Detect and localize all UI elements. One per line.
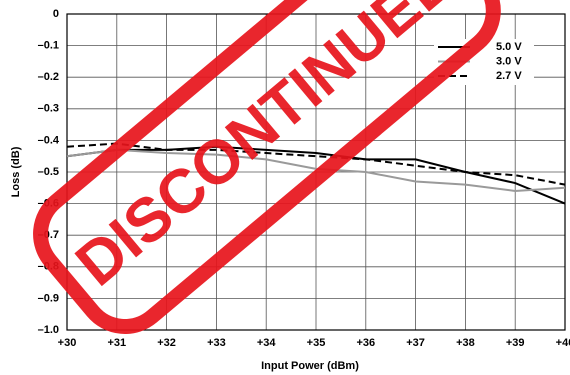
y-tick-label: –0.2	[38, 71, 59, 83]
y-tick-label: –0.3	[38, 103, 59, 115]
x-tick-label: +32	[157, 337, 176, 349]
legend-label: 2.7 V	[496, 70, 522, 82]
x-tick-label: +35	[307, 337, 326, 349]
series-line	[66, 148, 566, 192]
y-tick-label: –0.9	[38, 292, 59, 304]
stamp-frame	[33, 0, 501, 334]
y-tick-label: 0	[53, 8, 59, 20]
x-tick-label: +34	[257, 337, 277, 349]
x-tick-label: +37	[406, 337, 425, 349]
legend-label: 3.0 V	[496, 55, 522, 67]
x-tick-label: +36	[356, 337, 375, 349]
y-axis-label: Loss (dB)	[10, 146, 22, 197]
plot-frame	[66, 13, 566, 331]
x-axis-label: Input Power (dBm)	[261, 360, 359, 372]
legend-label: 5.0 V	[496, 41, 522, 53]
y-tick-label: –0.4	[38, 134, 60, 146]
y-tick-label: –1.0	[38, 324, 59, 336]
x-tick-label: +30	[58, 337, 77, 349]
x-tick-label: +33	[207, 337, 226, 349]
series-line	[66, 145, 566, 205]
x-tick-label: +39	[506, 337, 525, 349]
y-tick-label: –0.1	[38, 40, 59, 52]
x-tick-label: +40	[556, 337, 570, 349]
x-tick-label: +38	[456, 337, 475, 349]
y-tick-label: –0.5	[38, 166, 59, 178]
series-line	[66, 142, 566, 186]
x-tick-label: +31	[107, 337, 126, 349]
